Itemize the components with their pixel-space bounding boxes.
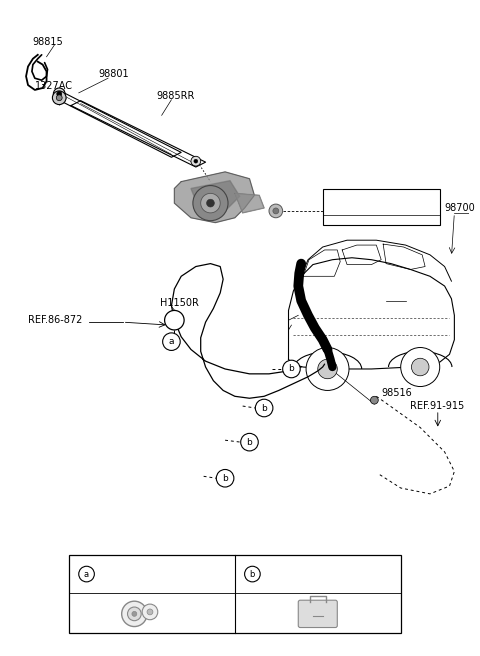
Circle shape xyxy=(194,159,198,163)
Circle shape xyxy=(306,348,349,390)
Circle shape xyxy=(128,607,141,621)
Circle shape xyxy=(147,609,153,615)
FancyBboxPatch shape xyxy=(298,600,337,628)
Text: 98717: 98717 xyxy=(327,216,359,226)
Text: 9885RR: 9885RR xyxy=(157,91,195,101)
Text: REF.91-915: REF.91-915 xyxy=(410,401,465,411)
Text: b: b xyxy=(250,569,255,579)
Text: 98700: 98700 xyxy=(444,203,475,213)
Bar xyxy=(69,556,401,634)
Polygon shape xyxy=(235,194,264,213)
Circle shape xyxy=(53,88,65,100)
Text: a: a xyxy=(84,569,89,579)
Text: 98516: 98516 xyxy=(381,388,412,398)
Circle shape xyxy=(191,156,201,166)
Text: b: b xyxy=(288,365,294,373)
Polygon shape xyxy=(54,93,181,157)
Polygon shape xyxy=(174,172,254,222)
Text: 81199: 81199 xyxy=(264,569,295,579)
Circle shape xyxy=(283,360,300,378)
Text: H1150R: H1150R xyxy=(160,298,199,308)
Circle shape xyxy=(411,358,429,376)
Bar xyxy=(323,190,440,224)
Circle shape xyxy=(401,348,440,386)
Circle shape xyxy=(142,604,158,620)
Polygon shape xyxy=(71,100,205,167)
Circle shape xyxy=(216,470,234,487)
Circle shape xyxy=(201,194,220,213)
Circle shape xyxy=(57,91,61,96)
Text: REF.86-872: REF.86-872 xyxy=(28,315,83,325)
Polygon shape xyxy=(191,180,240,213)
Circle shape xyxy=(121,601,147,626)
Text: b: b xyxy=(261,403,267,413)
Circle shape xyxy=(269,204,283,218)
Circle shape xyxy=(56,95,62,100)
Circle shape xyxy=(318,359,337,379)
Text: a: a xyxy=(168,337,174,346)
Text: b: b xyxy=(247,438,252,447)
Circle shape xyxy=(193,186,228,220)
Circle shape xyxy=(255,400,273,417)
Circle shape xyxy=(206,199,215,207)
Circle shape xyxy=(132,611,137,616)
Circle shape xyxy=(240,434,258,451)
Circle shape xyxy=(371,396,378,404)
Text: b: b xyxy=(222,474,228,483)
Text: 98801: 98801 xyxy=(98,70,129,79)
Text: 98815: 98815 xyxy=(32,37,63,47)
Circle shape xyxy=(52,91,66,104)
Circle shape xyxy=(163,333,180,350)
Circle shape xyxy=(245,566,260,582)
Text: 98120A: 98120A xyxy=(327,203,365,213)
Text: 91511A: 91511A xyxy=(98,569,136,579)
Text: 1327AC: 1327AC xyxy=(35,81,73,91)
Circle shape xyxy=(79,566,95,582)
Circle shape xyxy=(273,208,279,214)
Circle shape xyxy=(165,310,184,330)
